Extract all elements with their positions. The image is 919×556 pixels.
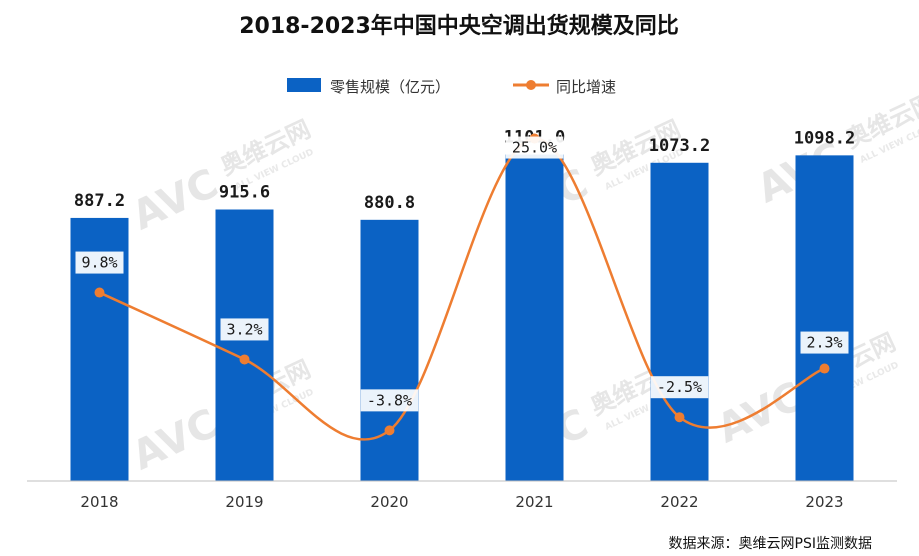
x-tick-2020: 2020 (370, 493, 408, 511)
bar-2020 (360, 219, 419, 481)
bar-2019 (215, 209, 274, 481)
bar-2022 (650, 162, 709, 481)
legend-swatch-bar (287, 78, 321, 92)
line-label-bg-2019 (220, 318, 269, 341)
watermark-logo: AVC (125, 400, 225, 479)
line-point-2023 (819, 363, 830, 374)
source-note: 数据来源：奥维云网PSI监测数据 (669, 535, 872, 552)
bar-label-2019: 915.6 (219, 183, 270, 203)
line-point-2020 (384, 425, 395, 436)
legend: 零售规模（亿元） 同比增速 (287, 78, 616, 96)
line-label-bg-2021 (505, 136, 564, 159)
bar-2021 (505, 154, 564, 481)
line-label-2021: 25.0% (512, 139, 557, 157)
bar-label-2022: 1073.2 (649, 136, 710, 156)
line-label-bg-2022 (650, 376, 709, 399)
x-tick-2021: 2021 (515, 493, 553, 511)
x-tick-2018: 2018 (80, 493, 118, 511)
bar-label-2018: 887.2 (74, 191, 125, 211)
chart-title: 2018-2023年中国中央空调出货规模及同比 (239, 13, 679, 39)
line-point-2022 (674, 412, 685, 423)
line-point-2019 (239, 354, 250, 365)
line-point-2018 (94, 287, 105, 298)
bar-label-2020: 880.8 (364, 193, 415, 213)
legend-swatch-marker (526, 80, 536, 90)
legend-label-bar: 零售规模（亿元） (330, 78, 450, 96)
legend-label-line: 同比增速 (556, 78, 616, 96)
line-label-2019: 3.2% (226, 320, 262, 338)
watermark-logo: AVC (125, 160, 225, 239)
watermark-logo: AVC (710, 373, 810, 452)
line-series: 9.8% 3.2% -3.8% 25.0% -2.5% 2.3% (75, 133, 849, 441)
x-tick-2022: 2022 (660, 493, 698, 511)
line-label-bg-2018 (75, 251, 124, 274)
line-label-2020: -3.8% (367, 391, 412, 409)
x-tick-2023: 2023 (805, 493, 843, 511)
x-tick-labels: 2018 2019 2020 2021 2022 2023 (80, 493, 843, 511)
line-label-2018: 9.8% (81, 254, 117, 272)
bar-2023 (795, 155, 854, 481)
line-label-bg-2023 (800, 331, 849, 354)
line-label-bg-2020 (360, 389, 419, 412)
x-tick-2019: 2019 (225, 493, 263, 511)
line-label-2023: 2.3% (806, 334, 842, 352)
bar-label-2023: 1098.2 (794, 128, 855, 148)
line-label-2022: -2.5% (657, 378, 702, 396)
